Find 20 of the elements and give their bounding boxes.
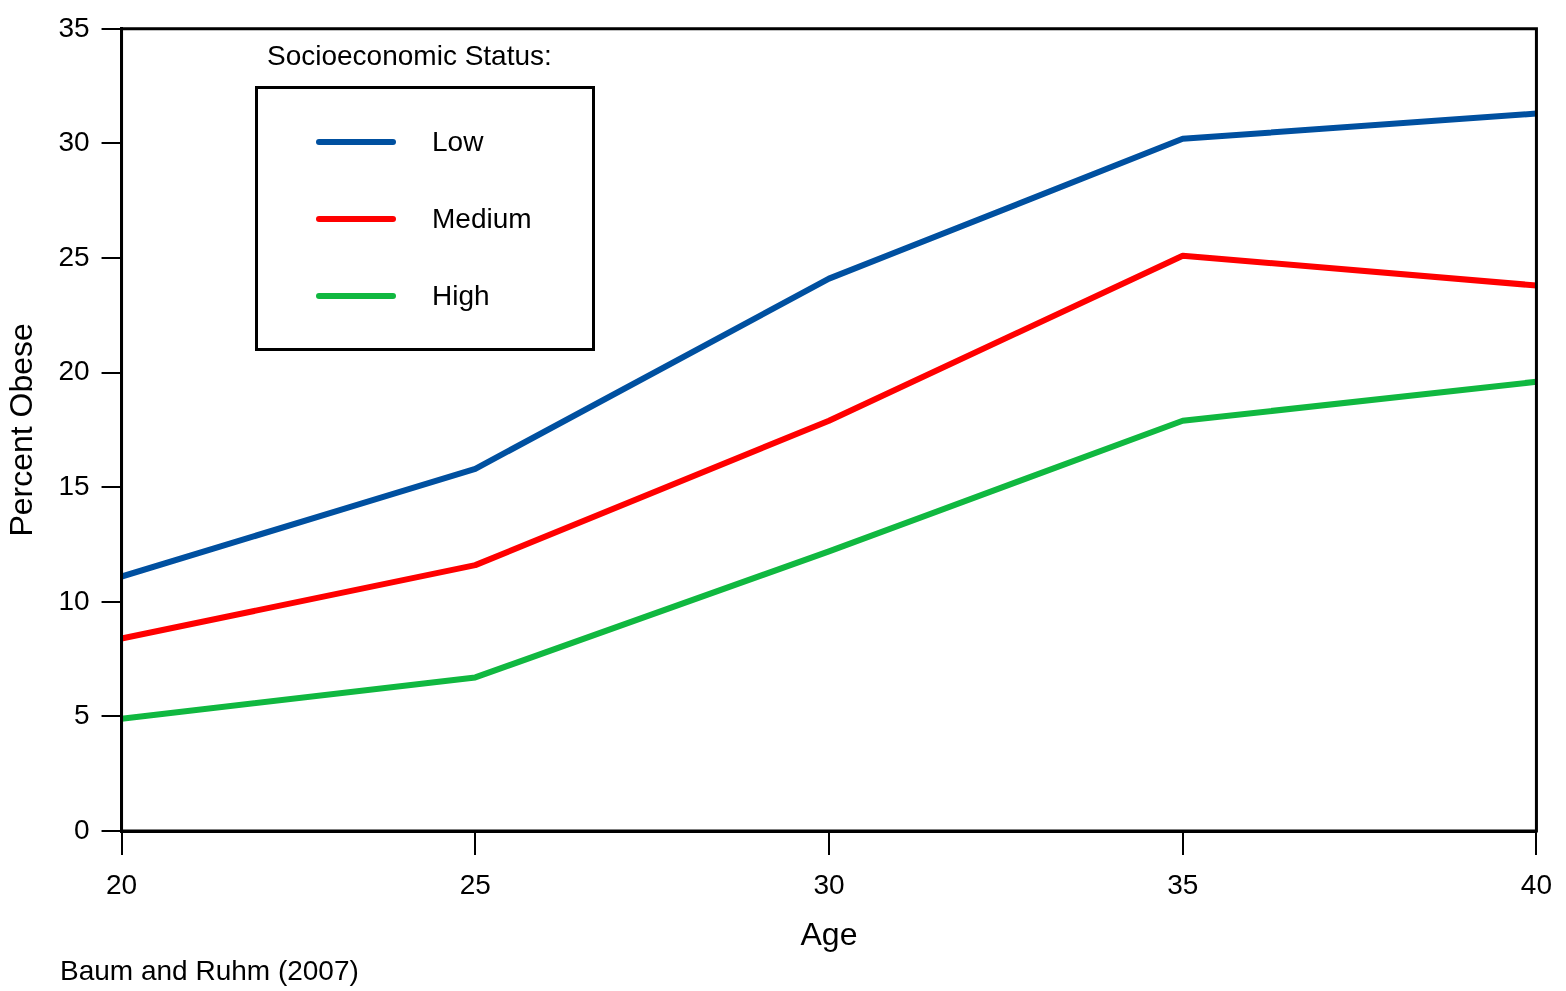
legend-label: High — [432, 279, 490, 312]
y-tick-label: 15 — [58, 469, 90, 501]
x-axis-title: Age — [800, 915, 858, 952]
y-axis-title: Percent Obese — [3, 323, 40, 537]
x-tick-label: 25 — [459, 868, 491, 900]
y-tick-label: 10 — [58, 584, 90, 616]
y-tick-label: 30 — [58, 126, 90, 158]
text: Baum and Ruhm (2007) — [60, 955, 359, 987]
x-tick-label: 30 — [813, 868, 845, 900]
y-tick-label: 0 — [73, 813, 90, 845]
legend-title: Socioeconomic Status: — [267, 40, 553, 72]
y-tick-label: 20 — [58, 355, 90, 387]
y-tick-label: 35 — [58, 11, 90, 43]
legend-label: Low — [432, 125, 484, 158]
x-tick-label: 40 — [1520, 868, 1553, 900]
y-tick-label: 5 — [73, 699, 90, 731]
y-tick-label: 25 — [58, 240, 90, 272]
x-tick-label: 35 — [1167, 868, 1199, 900]
x-tick-label: 20 — [105, 868, 138, 900]
legend-label: Medium — [432, 202, 532, 235]
